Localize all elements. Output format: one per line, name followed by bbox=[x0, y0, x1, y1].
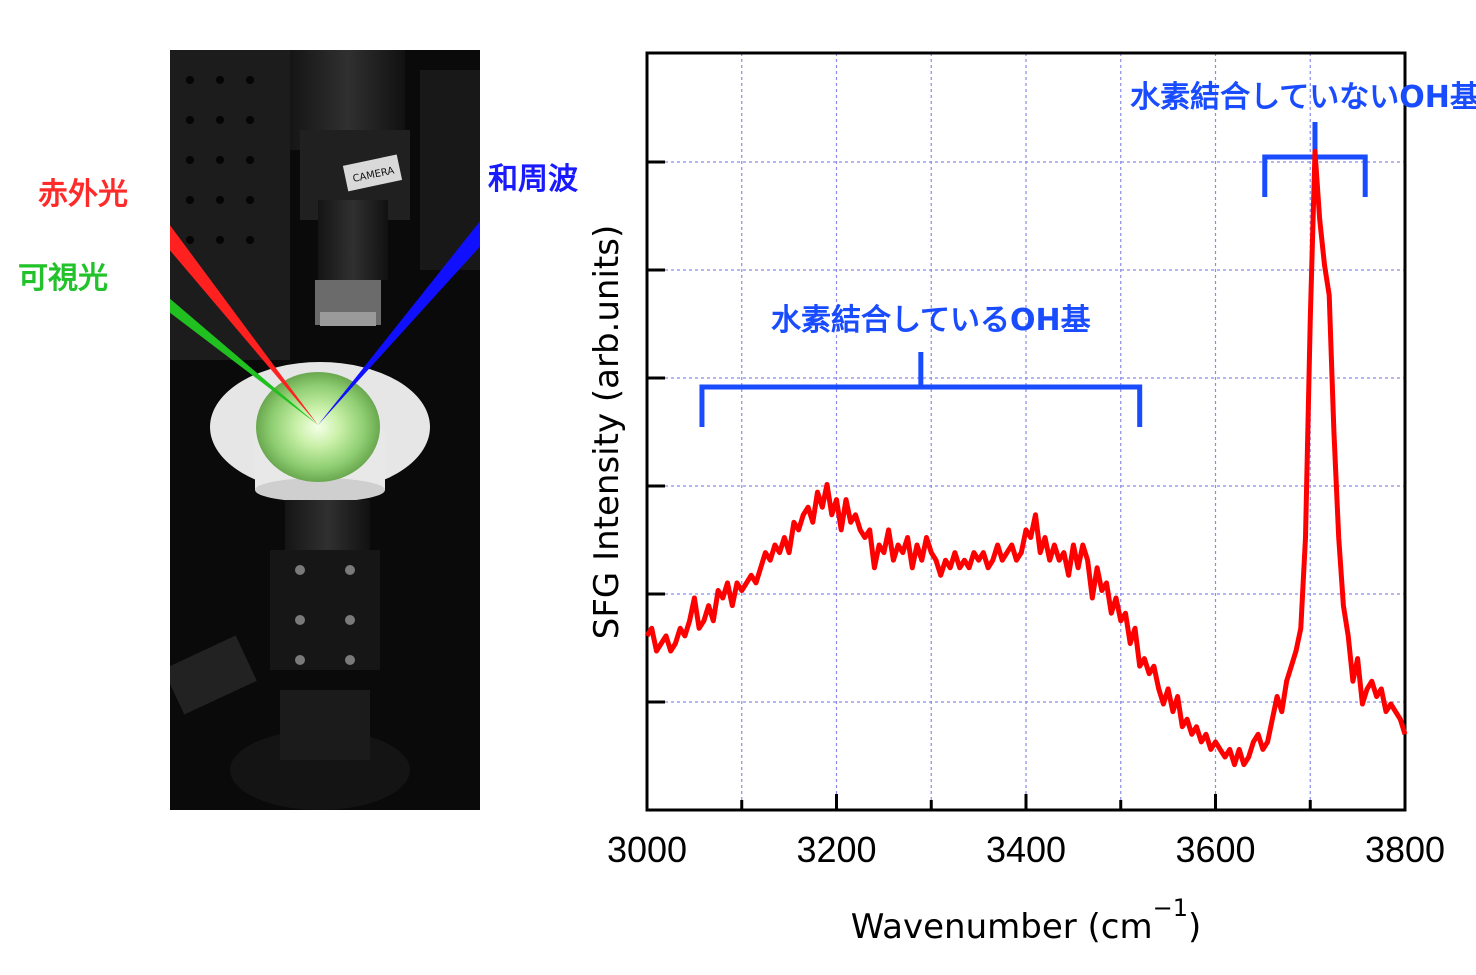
spectrum-line bbox=[644, 148, 1408, 768]
visible-light-label: 可視光 bbox=[18, 261, 108, 296]
annotation-label: 水素結合していないOH基 bbox=[1130, 80, 1476, 115]
axis-ticks: 3000 3200 3400 3600 3800 bbox=[607, 160, 1445, 870]
sum-frequency-beam bbox=[318, 221, 480, 425]
infrared-label: 赤外光 bbox=[38, 177, 128, 212]
infrared-beam bbox=[170, 225, 318, 425]
x-tick-label: 3000 bbox=[607, 829, 687, 870]
objective-lens bbox=[318, 200, 388, 280]
x-tick-label: 3600 bbox=[1175, 829, 1255, 870]
experiment-photo-drawing: CAMERA bbox=[170, 50, 480, 810]
visible-beam bbox=[170, 298, 318, 425]
annotations: 水素結合しているOH基 水素結合していないOH基 bbox=[699, 80, 1476, 427]
y-axis-label: SFG Intensity (arb.units) bbox=[587, 225, 627, 639]
x-tick-label: 3200 bbox=[796, 829, 876, 870]
x-axis-label: Wavenumber (cm−1) bbox=[851, 894, 1202, 947]
stage bbox=[270, 550, 380, 670]
grid bbox=[647, 53, 1405, 810]
sum-frequency-label: 和周波 bbox=[488, 162, 578, 197]
x-tick-label: 3400 bbox=[986, 829, 1066, 870]
x-tick-label: 3800 bbox=[1365, 829, 1445, 870]
experiment-photo: CAMERA bbox=[170, 50, 480, 810]
annotation-label: 水素結合しているOH基 bbox=[771, 303, 1091, 338]
annotation-bracket bbox=[699, 352, 1143, 427]
